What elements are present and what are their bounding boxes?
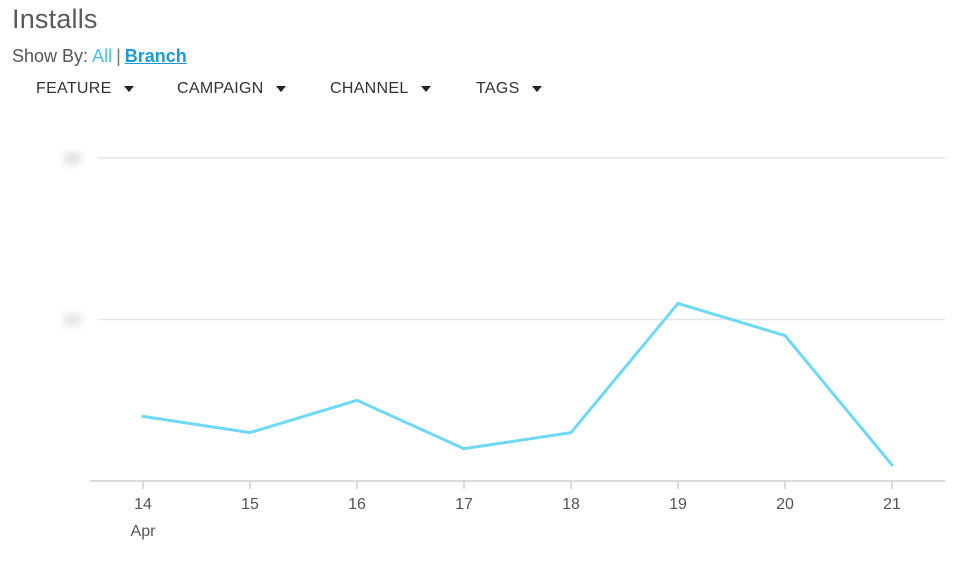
x-tick-label: 17 <box>455 496 473 513</box>
show-by-label: Show By: <box>12 46 89 66</box>
series-line <box>141 301 894 467</box>
data-point <box>783 334 787 338</box>
x-tick-label: 20 <box>776 496 794 513</box>
x-month-label: Apr <box>131 523 157 540</box>
data-point <box>676 301 680 305</box>
filter-bar: FEATURE CAMPAIGN CHANNEL TAGS <box>0 80 970 102</box>
y-tick-label: 10 <box>64 312 81 329</box>
data-point <box>248 431 252 435</box>
feature-filter-label: FEATURE <box>36 80 112 97</box>
caret-down-icon <box>275 86 286 92</box>
x-tick-label: 16 <box>348 496 366 513</box>
x-tick-label: 21 <box>883 496 901 513</box>
data-point <box>462 447 466 451</box>
data-point <box>355 398 359 402</box>
x-tick-label: 19 <box>669 496 687 513</box>
feature-filter-dropdown[interactable]: FEATURE <box>36 80 134 98</box>
page-title: Installs <box>12 4 98 34</box>
data-point <box>569 431 573 435</box>
caret-down-icon <box>531 86 542 92</box>
tags-filter-dropdown[interactable]: TAGS <box>476 80 542 98</box>
y-tick-label: 20 <box>64 150 81 167</box>
data-point <box>141 414 145 418</box>
channel-filter-label: CHANNEL <box>330 80 409 97</box>
show-by-separator: | <box>116 46 121 66</box>
x-tick-label: 14 <box>134 496 152 513</box>
show-by-control: Show By: All | Branch <box>12 46 187 67</box>
caret-down-icon <box>123 86 134 92</box>
x-tick-label: 18 <box>562 496 580 513</box>
show-by-all-link[interactable]: All <box>92 46 113 66</box>
tags-filter-label: TAGS <box>476 80 520 97</box>
campaign-filter-label: CAMPAIGN <box>177 80 264 97</box>
campaign-filter-dropdown[interactable]: CAMPAIGN <box>177 80 286 98</box>
channel-filter-dropdown[interactable]: CHANNEL <box>330 80 431 98</box>
caret-down-icon <box>420 86 431 92</box>
data-point <box>890 463 894 467</box>
show-by-branch-link[interactable]: Branch <box>124 46 187 66</box>
x-tick-label: 15 <box>241 496 259 513</box>
